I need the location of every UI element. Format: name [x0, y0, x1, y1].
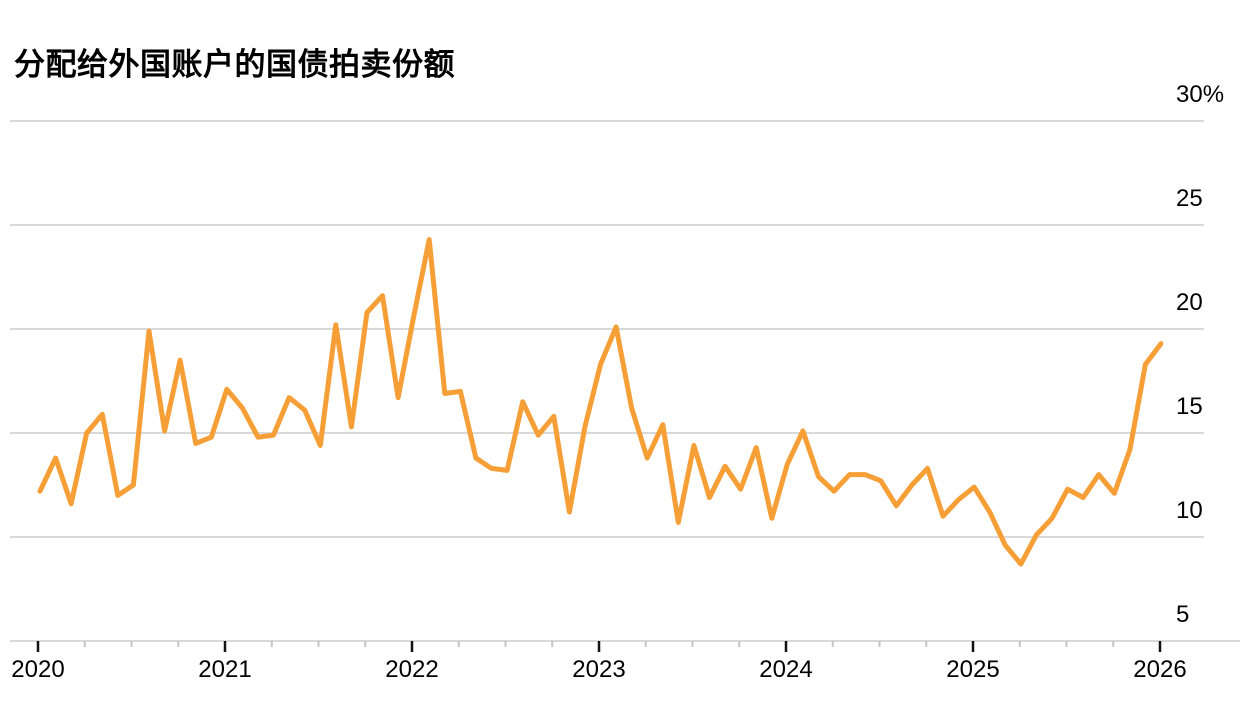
- data-series-group: [37, 237, 1164, 567]
- x-axis-label: 2022: [385, 656, 439, 683]
- treasury-foreign-share-line: [37, 237, 1164, 567]
- y-axis-label: 10: [1176, 497, 1203, 524]
- y-axis-label: 20: [1176, 289, 1203, 316]
- y-axis-label: 5: [1176, 601, 1190, 628]
- y-axis-label: 30%: [1176, 81, 1225, 108]
- axis-ticks-group: [36, 641, 1162, 652]
- x-axis-label: 2020: [11, 656, 65, 683]
- y-axis-label: 25: [1176, 185, 1203, 212]
- x-axis-label: 2026: [1133, 656, 1187, 683]
- y-axis-label: 15: [1176, 393, 1203, 420]
- x-axis-label: 2024: [759, 656, 813, 683]
- x-axis-label: 2021: [198, 656, 252, 683]
- gridlines-group: [10, 120, 1240, 642]
- x-axis-label: 2023: [572, 656, 626, 683]
- chart-title: 分配给外国账户的国债拍卖份额: [14, 46, 455, 82]
- x-axis-label: 2025: [946, 656, 1000, 683]
